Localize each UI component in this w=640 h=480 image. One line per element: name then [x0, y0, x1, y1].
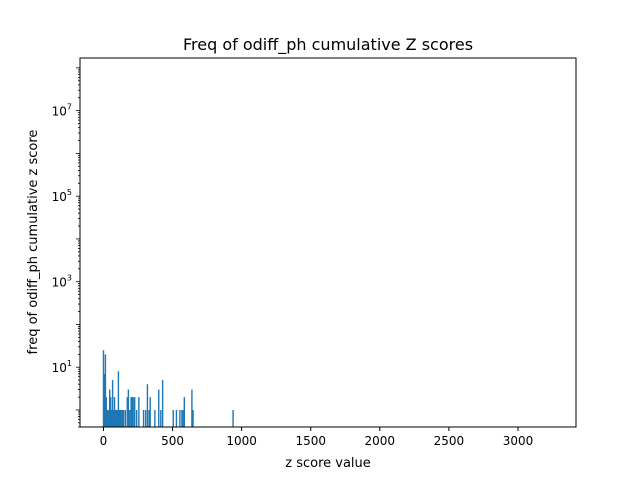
- bar-series: [102, 350, 234, 427]
- bar: [124, 409, 127, 427]
- bar: [179, 409, 181, 427]
- y-axis-label: freq of odiff_ph cumulative z score: [26, 130, 41, 355]
- bar: [120, 409, 122, 427]
- x-tick-label: 2500: [434, 434, 465, 448]
- bar: [158, 389, 160, 427]
- bar: [102, 350, 105, 427]
- chart-title: Freq of odiff_ph cumulative Z scores: [183, 35, 473, 55]
- bar: [161, 380, 164, 427]
- x-tick-label: 3000: [503, 434, 534, 448]
- y-tick-label: 103: [52, 274, 72, 290]
- bar: [182, 409, 184, 427]
- bar: [103, 373, 106, 427]
- bar: [134, 397, 136, 427]
- bar: [154, 409, 156, 427]
- bar: [121, 409, 123, 427]
- bar: [183, 397, 186, 427]
- bar: [146, 384, 149, 427]
- bar: [131, 397, 133, 427]
- x-tick-label: 500: [161, 434, 184, 448]
- bar: [135, 409, 138, 427]
- x-axis-label: z score value: [285, 456, 371, 471]
- bar: [118, 409, 121, 427]
- bar: [127, 389, 130, 427]
- bar: [126, 397, 128, 427]
- bar: [112, 409, 115, 427]
- bar: [148, 409, 150, 427]
- bar: [130, 397, 132, 427]
- bar: [114, 409, 117, 427]
- bar: [113, 397, 116, 427]
- bar: [132, 397, 134, 427]
- bar: [109, 389, 111, 427]
- bar: [110, 409, 113, 427]
- bar: [181, 409, 183, 427]
- bar: [175, 409, 178, 427]
- x-tick-label: 1000: [226, 434, 257, 448]
- bar: [144, 409, 147, 427]
- bar: [109, 397, 112, 427]
- bar: [142, 409, 145, 427]
- bar: [232, 409, 234, 427]
- bar: [192, 409, 194, 427]
- bar: [106, 409, 108, 427]
- bar: [115, 409, 118, 427]
- bar: [149, 397, 151, 427]
- bar: [106, 409, 109, 427]
- x-tick-label: 2000: [365, 434, 396, 448]
- x-tick-label: 1500: [295, 434, 326, 448]
- bar: [122, 409, 125, 427]
- y-tick-label: 107: [52, 103, 72, 119]
- y-tick-label: 101: [52, 359, 72, 375]
- bar: [117, 371, 120, 427]
- bar: [104, 354, 107, 427]
- y-tick-label: 105: [52, 188, 72, 204]
- x-tick-label: 0: [100, 434, 108, 448]
- y-axis-ticks: 101 103 105 107: [52, 67, 80, 428]
- plot-frame: [79, 57, 577, 428]
- bar: [138, 397, 140, 427]
- bar: [172, 409, 174, 427]
- bar: [119, 409, 122, 427]
- bar: [108, 409, 110, 427]
- bar: [116, 409, 118, 427]
- bar: [160, 409, 162, 427]
- bar: [191, 389, 193, 427]
- bar: [111, 380, 114, 427]
- bar: [129, 409, 131, 427]
- x-axis-ticks: 0 500 1000 1500 2000 2500 3000: [100, 427, 534, 448]
